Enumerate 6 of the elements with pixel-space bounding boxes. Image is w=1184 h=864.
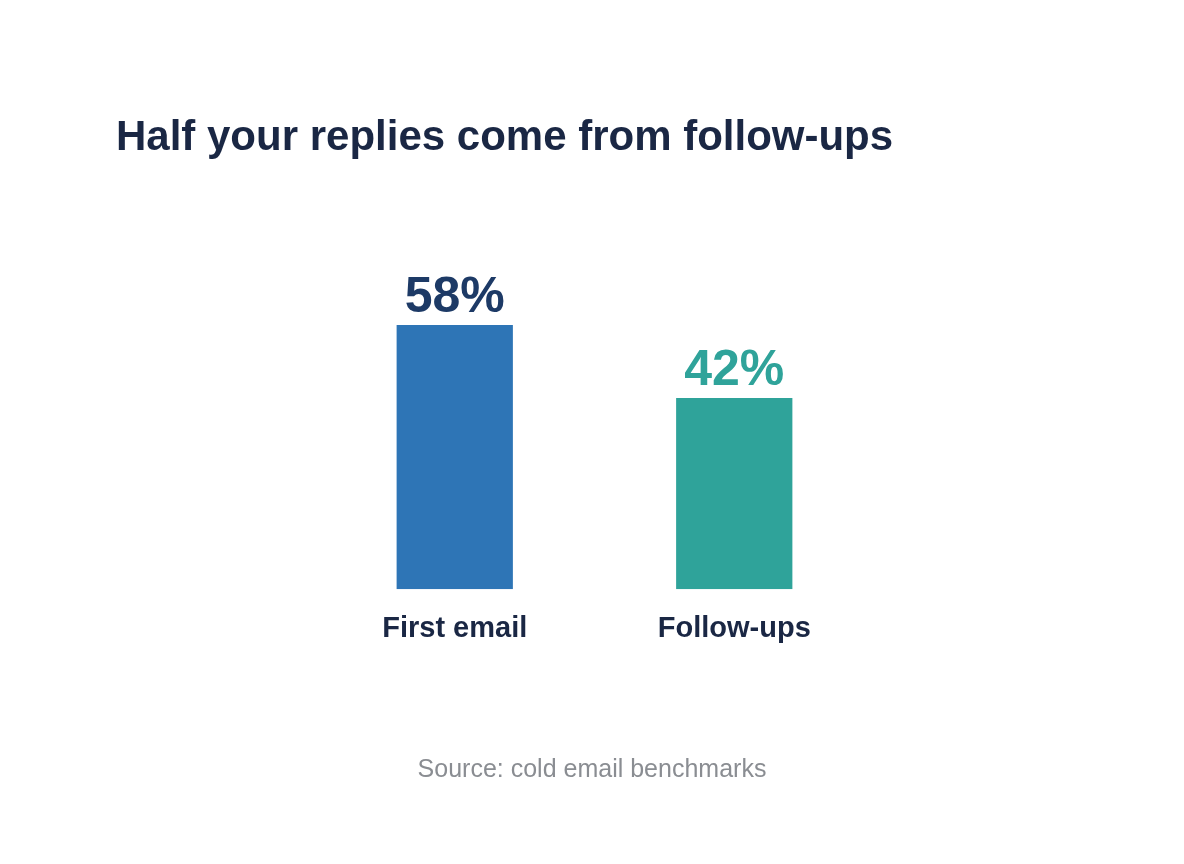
source-note: Source: cold email benchmarks [416, 754, 768, 783]
data-label: 58% [404, 266, 505, 323]
chart-title: Half your replies come from follow-ups [116, 112, 894, 160]
x-tick-label: Follow-ups [657, 610, 811, 643]
x-tick-label: First email [382, 610, 528, 643]
data-label: 42% [684, 339, 785, 396]
